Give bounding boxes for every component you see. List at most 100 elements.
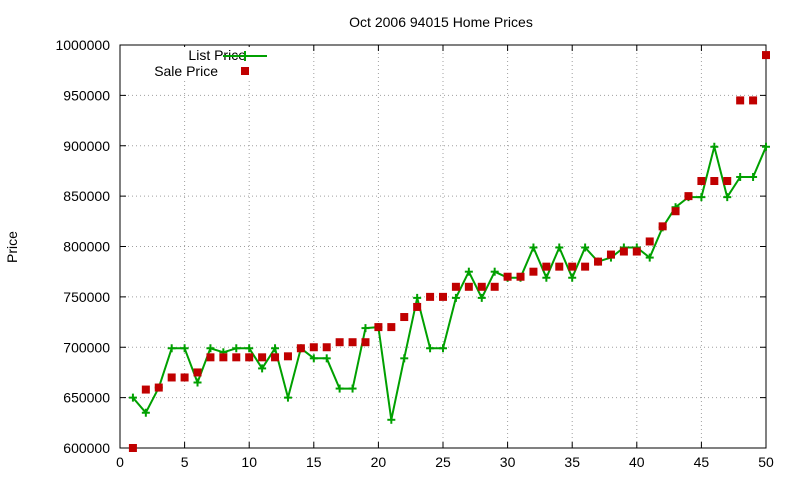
sale-price-point: [632, 247, 641, 256]
list-price-point: [477, 293, 486, 302]
sale-price-point: [594, 257, 603, 266]
list-price-point: [413, 293, 422, 302]
x-tick-label: 35: [564, 454, 580, 470]
sale-price-point: [413, 302, 422, 311]
x-tick-label: 40: [629, 454, 645, 470]
sale-price-point: [180, 373, 189, 382]
list-price-point: [283, 393, 292, 402]
sale-price-point: [451, 282, 460, 291]
list-price-point: [387, 415, 396, 424]
legend-label-list-price: List Price: [188, 47, 246, 63]
sale-price-point: [400, 313, 409, 322]
list-price-line: [132, 145, 767, 421]
sale-price-point: [697, 177, 706, 186]
y-tick-label: 650000: [63, 390, 110, 406]
list-price-point: [568, 273, 577, 282]
y-tick-label: 800000: [63, 239, 110, 255]
sale-price-point: [736, 96, 745, 105]
chart-title: Oct 2006 94015 Home Prices: [349, 14, 533, 30]
axis-ticks: 0 5 10 15 20 25 30 35 40 45 50 600000 650000 700000 75…: [55, 37, 774, 470]
plot-frame: [119, 44, 767, 449]
y-tick-label: 1000000: [55, 37, 110, 53]
y-tick-label: 850000: [63, 188, 110, 204]
y-tick-label: 700000: [63, 339, 110, 355]
y-tick-label: 900000: [63, 138, 110, 154]
list-price-point: [749, 172, 758, 181]
sale-price-point: [710, 177, 719, 186]
list-price-point: [361, 324, 370, 333]
sale-price-point: [490, 282, 499, 291]
list-price-point: [464, 267, 473, 276]
sale-price-point: [555, 262, 564, 271]
list-price-point: [439, 344, 447, 353]
sale-price-point: [619, 247, 628, 256]
list-price-point: [193, 378, 202, 387]
x-tick-label: 50: [758, 454, 774, 470]
sale-price-point: [322, 343, 331, 352]
sale-price-point: [568, 262, 577, 271]
sale-price-point: [464, 282, 473, 291]
legend: List Price Sale Price: [140, 47, 275, 81]
list-price-point: [206, 344, 215, 353]
sale-price-point: [606, 250, 615, 259]
sale-price-point: [581, 262, 590, 271]
sale-price-point: [529, 267, 538, 276]
list-price-point: [490, 267, 499, 276]
sale-price-point: [271, 353, 280, 362]
x-tick-label: 15: [306, 454, 322, 470]
list-price-point: [555, 243, 564, 252]
sale-price-point: [723, 177, 732, 186]
x-tick-label: 45: [694, 454, 710, 470]
list-price-point: [245, 344, 254, 353]
sale-price-point: [283, 352, 292, 361]
list-price-point: [258, 364, 267, 373]
list-price-point: [167, 344, 176, 353]
list-price-point: [180, 344, 189, 353]
y-tick-label: 750000: [63, 289, 110, 305]
sale-price-point: [671, 207, 680, 216]
x-tick-label: 10: [241, 454, 257, 470]
sale-price-point: [167, 373, 176, 382]
legend-background: [140, 47, 275, 81]
y-tick-label: 950000: [63, 87, 110, 103]
sale-price-point: [348, 338, 357, 347]
sale-price-point: [232, 353, 241, 362]
sale-price-point: [219, 353, 228, 362]
sale-price-point: [762, 51, 770, 60]
sale-price-point: [309, 343, 318, 352]
sale-price-point: [684, 192, 693, 201]
list-price-point: [542, 273, 551, 282]
legend-marker-sale-price: [241, 67, 249, 75]
sale-price-point: [645, 237, 654, 246]
sale-price-point: [749, 96, 758, 105]
x-tick-label: 20: [371, 454, 387, 470]
list-price-point: [232, 344, 241, 353]
x-tick-label: 25: [435, 454, 451, 470]
list-price-point: [581, 243, 590, 252]
list-price-point: [141, 408, 150, 417]
sale-price-point: [193, 368, 202, 377]
list-price-point: [335, 384, 344, 393]
sale-price-point: [361, 338, 370, 347]
x-tick-label: 30: [500, 454, 516, 470]
x-tick-label: 0: [116, 454, 124, 470]
legend-marker-list-price: [240, 51, 250, 61]
sale-price-point: [245, 353, 254, 362]
sale-price-point: [141, 385, 150, 394]
list-price-point: [400, 354, 409, 363]
sale-price-point: [128, 444, 137, 452]
sale-price-point: [374, 323, 383, 332]
list-price-point: [451, 293, 460, 302]
sale-price-point: [503, 272, 512, 281]
sale-price-point: [154, 383, 163, 392]
sale-price-point: [439, 292, 447, 301]
list-price-point: [348, 384, 357, 393]
sale-price-point: [387, 323, 396, 332]
sale-price-point: [542, 262, 551, 271]
series-layer: [128, 51, 770, 452]
list-price-point: [723, 193, 732, 202]
sale-price-point: [206, 353, 215, 362]
x-tick-label: 5: [181, 454, 189, 470]
list-price-point: [645, 253, 654, 262]
